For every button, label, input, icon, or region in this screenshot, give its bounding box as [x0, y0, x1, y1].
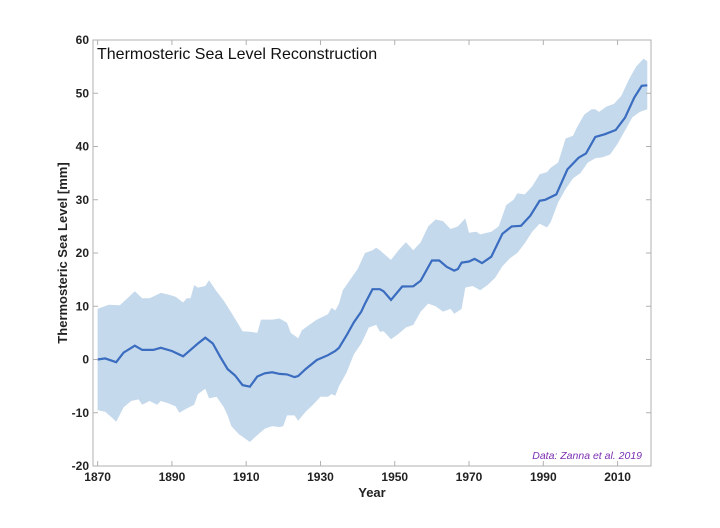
- mean-line: [97, 84, 648, 388]
- y-tick-label: 10: [76, 299, 90, 313]
- y-tick-label: 30: [76, 193, 90, 207]
- y-tick-label: 20: [76, 246, 90, 260]
- x-tick-label: 1970: [456, 470, 483, 484]
- x-tick-label: 1930: [307, 470, 334, 484]
- x-tick-label: 1950: [381, 470, 408, 484]
- uncertainty-band: [97, 58, 648, 442]
- y-tick-label: 0: [82, 353, 89, 367]
- y-tick-label: -10: [72, 406, 90, 420]
- y-tick-label: -20: [72, 459, 90, 473]
- data-source-annotation: Data: Zanna et al. 2019: [532, 450, 642, 462]
- y-tick-label: 40: [76, 140, 90, 154]
- x-tick-label: 1990: [530, 470, 557, 484]
- y-axis-label: Thermosteric Sea Level [mm]: [55, 162, 70, 343]
- x-tick-label: 1890: [159, 470, 186, 484]
- chart-title: Thermosteric Sea Level Reconstruction: [97, 46, 377, 63]
- x-tick-label: 2010: [604, 470, 631, 484]
- x-axis-label: Year: [358, 485, 385, 500]
- x-tick-label: 1870: [84, 470, 111, 484]
- axis-ticks: 1870 1890 1910 1930 1950 1970 1990 2010 -20 -10 0 1…: [72, 33, 651, 484]
- x-tick-label: 1910: [233, 470, 260, 484]
- y-tick-label: 60: [76, 33, 90, 47]
- y-tick-label: 50: [76, 86, 90, 100]
